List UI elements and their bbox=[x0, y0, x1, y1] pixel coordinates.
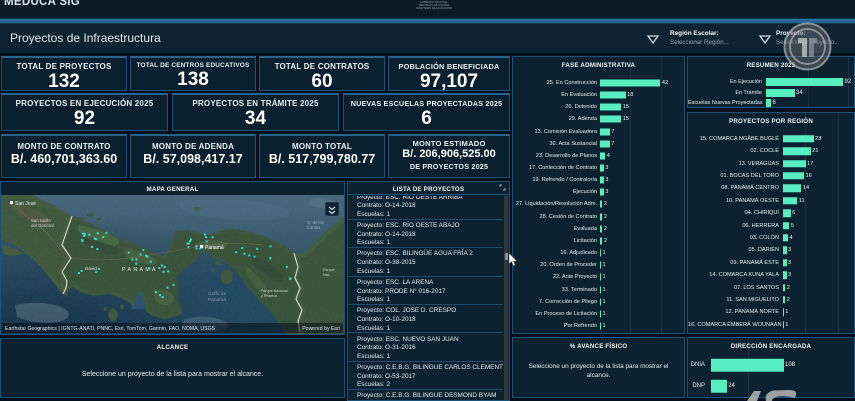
svg-text:y Reserva: y Reserva bbox=[261, 294, 277, 298]
svg-text:Nac.: Nac. bbox=[323, 273, 330, 277]
svg-text:PANAMÁ: PANAMÁ bbox=[122, 266, 158, 273]
svg-text:San Isidro: San Isidro bbox=[31, 218, 51, 223]
svg-text:Parque Nacional: Parque Nacional bbox=[261, 289, 288, 293]
svg-text:G. de los: G. de los bbox=[307, 220, 324, 225]
svg-text:David: David bbox=[85, 266, 97, 271]
svg-text:Panamá: Panamá bbox=[208, 297, 226, 303]
svg-text:Parque: Parque bbox=[323, 268, 335, 272]
svg-text:del General: del General bbox=[31, 223, 54, 228]
svg-text:Golfo de: Golfo de bbox=[208, 291, 226, 297]
svg-text:Panamá: Panamá bbox=[205, 245, 224, 251]
svg-text:Cantos: Cantos bbox=[307, 225, 320, 230]
svg-text:San José: San José bbox=[15, 201, 36, 207]
